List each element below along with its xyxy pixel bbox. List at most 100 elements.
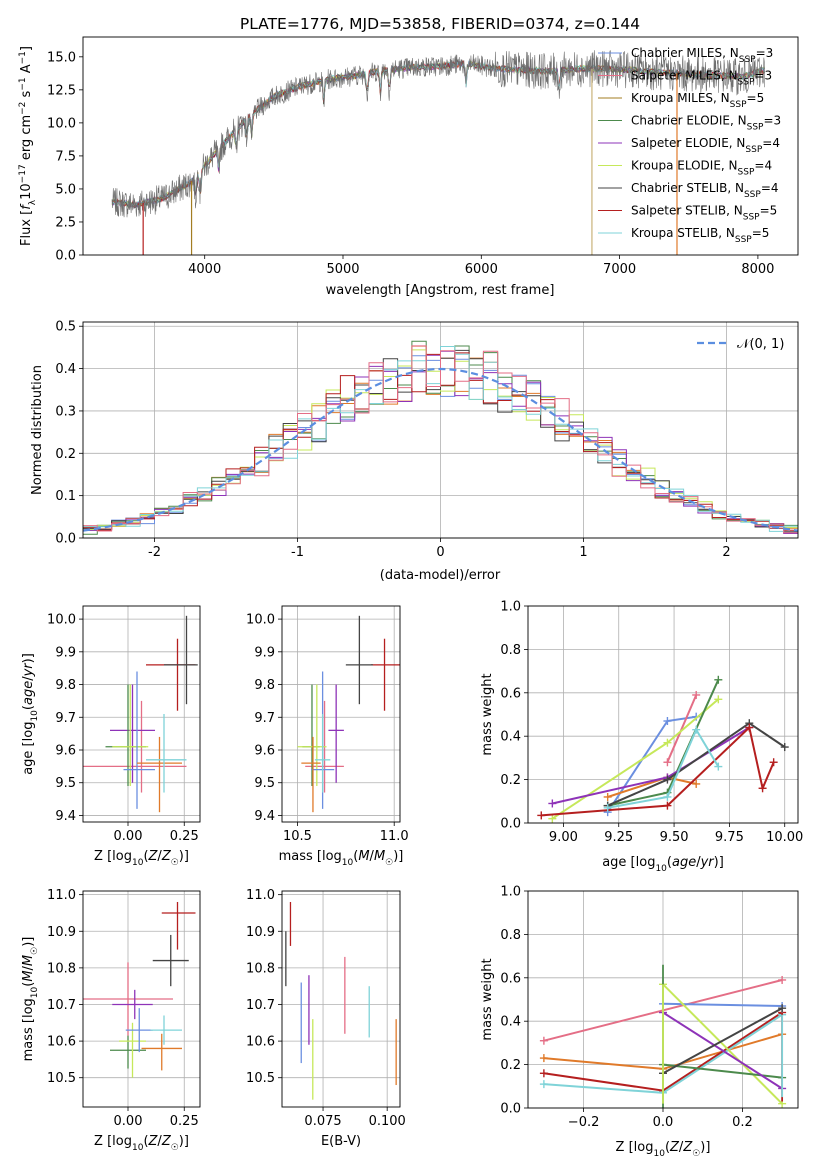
label-part: Salpeter ELODIE, N	[631, 136, 745, 150]
y-axis-label: Normed distribution	[30, 365, 45, 495]
y-tick-label: 10.8	[246, 961, 275, 976]
label-part: −1	[18, 51, 28, 64]
y-tick-label: 0.8	[500, 643, 521, 658]
label-part: Chabrier MILES, N	[631, 46, 739, 60]
mass-weight-line	[662, 1063, 783, 1079]
y-tick-label: 10.6	[246, 1035, 275, 1050]
axes-mass_vs_EBV: 0.075 0.100 10.5 10.6 10.7 10.8 10.9 11.0	[246, 888, 406, 1129]
label-part: )]	[21, 653, 36, 663]
label-part: ☉	[30, 947, 40, 955]
y-tick-label: 0.0	[500, 1102, 521, 1117]
y-tick-label: 0.0	[55, 249, 76, 264]
y-axis-label: mass weight	[480, 673, 495, 755]
label-part: Kroupa ELODIE, N	[631, 159, 738, 173]
x-tick-label: 1	[579, 545, 587, 560]
x-tick-label: 0.25	[170, 1114, 199, 1129]
x-tick-label: 10.5	[283, 829, 312, 844]
label-part: (	[665, 1140, 670, 1155]
x-tick-label: 7000	[603, 262, 636, 277]
label-part: =4	[761, 181, 779, 195]
label-part: /	[157, 849, 162, 864]
y-tick-label: 10.6	[47, 1035, 76, 1050]
label-part: 10	[30, 710, 40, 722]
y-tick-label: 0.0	[500, 817, 521, 832]
x-tick-label: 4000	[188, 262, 221, 277]
label-part: =5	[760, 204, 778, 218]
label-part: SSP	[738, 168, 755, 178]
y-tick-label: 0.4	[500, 730, 521, 745]
label-part: Kroupa STELIB, N	[631, 226, 735, 240]
y-tick-label: 0.0	[55, 532, 76, 547]
label-part: 10	[30, 986, 40, 998]
x-tick-label: 0.100	[369, 1114, 406, 1129]
mass-weight-line	[552, 726, 750, 805]
label-part: yr	[700, 855, 716, 870]
legend-label: Chabrier STELIB, NSSP=4	[631, 181, 779, 200]
x-axis-label: age [log10(age/yr)]	[602, 855, 724, 874]
x-tick-label: -1	[291, 545, 304, 560]
y-tick-label: 9.6	[254, 744, 275, 759]
plot-area	[83, 901, 196, 1078]
y-tick-label: 9.8	[55, 678, 76, 693]
y-tick-label: 9.5	[254, 776, 275, 791]
label-part: SSP	[739, 55, 756, 65]
legend-label: Chabrier ELODIE, NSSP=3	[631, 114, 781, 133]
label-part: 10	[132, 858, 144, 868]
y-axis-label: mass weight	[480, 958, 495, 1040]
y-tick-label: 10.9	[246, 925, 275, 940]
y-tick-label: 9.4	[55, 809, 76, 824]
y-tick-label: 9.9	[55, 645, 76, 660]
label-part: λ	[28, 199, 38, 205]
label-part: age [log	[602, 855, 655, 870]
mass-weight-line	[662, 1011, 783, 1090]
x-tick-label: 0.075	[304, 1114, 341, 1129]
x-tick-label: -2	[148, 545, 161, 560]
x-tick-label: 8000	[741, 262, 774, 277]
y-tick-label: 0.2	[500, 773, 521, 788]
y-tick-label: 1.0	[500, 885, 521, 900]
x-tick-label: 6000	[465, 262, 498, 277]
label-part: age	[672, 855, 696, 870]
plot-area	[537, 675, 789, 823]
legend-label: 𝒩(0, 1)	[737, 337, 784, 352]
y-tick-label: 0.5	[55, 320, 76, 335]
x-axis-label: wavelength [Angstrom, rest frame]	[326, 283, 555, 298]
plot-area	[83, 615, 198, 813]
label-part: SSP	[738, 78, 755, 88]
label-part: Z [log	[94, 1134, 132, 1149]
label-part: =3	[756, 46, 774, 60]
label-part: ☉	[171, 1143, 179, 1153]
axes-frame	[527, 605, 799, 824]
y-axis-label: age [log10(age/yr)]	[21, 653, 40, 775]
mass-weight-line	[662, 1007, 783, 1075]
plot-area	[285, 901, 397, 1100]
y-tick-label: 2.5	[55, 215, 76, 230]
x-tick-label: 0.25	[170, 829, 199, 844]
x-tick-label: 10.00	[766, 830, 803, 845]
axes-frame	[82, 605, 201, 823]
label-part: Salpeter STELIB, N	[631, 204, 743, 218]
label-part: (	[143, 1134, 148, 1149]
axes-spectrum: 4000 5000 6000 7000 8000 0.0 2.5 5.0 7.5 10.0 12.5…	[47, 36, 799, 277]
label-part: mass [log	[21, 998, 36, 1061]
x-tick-label: 5000	[326, 262, 359, 277]
x-axis-label: E(B-V)	[321, 1134, 361, 1149]
chart-title: PLATE=1776, MJD=53858, FIBERID=0374, z=0…	[240, 15, 640, 33]
label-part: −17	[18, 164, 28, 183]
label-part: /	[370, 849, 375, 864]
y-tick-label: 10.0	[47, 116, 76, 131]
y-tick-label: 9.7	[55, 711, 76, 726]
label-part: M	[374, 849, 385, 864]
label-part: SSP	[745, 145, 762, 155]
y-tick-label: 5.0	[55, 182, 76, 197]
normal-reference-curve	[83, 367, 798, 532]
label-part: (	[667, 855, 672, 870]
plot-area	[297, 615, 400, 813]
label-part: Z	[682, 1140, 693, 1155]
x-tick-label: 9.75	[715, 830, 744, 845]
x-axis-label: Z [log10(Z/Z☉)]	[616, 1140, 711, 1159]
axes-age_vs_mass: 10.5 11.0 9.4 9.5 9.6 9.7 9.8 9.9 10.0	[246, 605, 409, 844]
plot-area	[83, 340, 798, 535]
label-part: E(B-V)	[321, 1134, 361, 1149]
y-tick-label: 0.6	[500, 686, 521, 701]
